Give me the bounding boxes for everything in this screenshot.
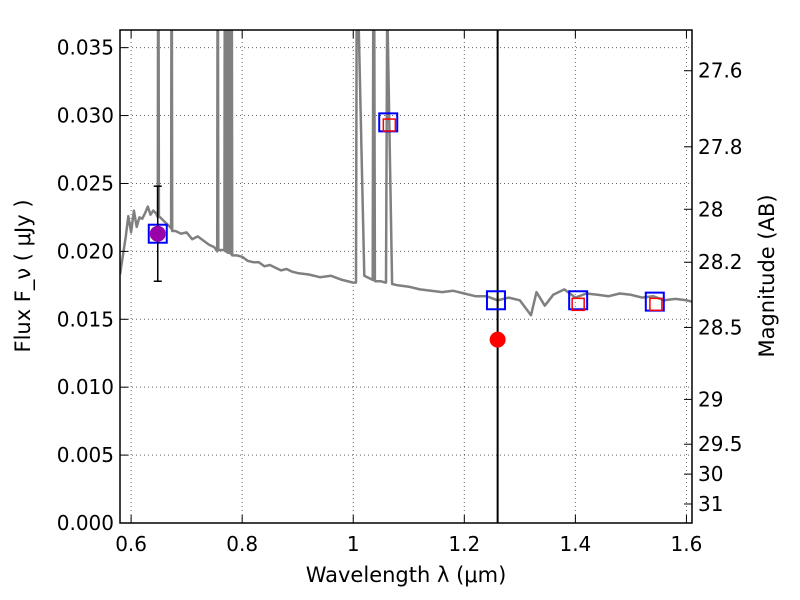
mag-tick-label: 31 (698, 492, 723, 516)
model-photometry-square-blue (485, 290, 506, 311)
x-axis-title: Wavelength λ (μm) (306, 563, 507, 587)
y-axis-title: Flux F_ν ( μJy ) (11, 199, 36, 352)
y-tick-label: 0.015 (57, 307, 114, 331)
right-axis-title: Magnitude (AB) (755, 194, 779, 357)
mag-tick-label: 29.5 (698, 432, 743, 456)
y-tick-label: 0.030 (57, 104, 114, 128)
mag-tick-label: 29 (698, 387, 723, 411)
x-tick-label: 1.6 (671, 532, 703, 556)
axis-ticks (120, 30, 692, 524)
plot-frame (119, 29, 693, 524)
model-spectrum-line (120, 30, 692, 317)
x-tick-label: 1.2 (448, 532, 480, 556)
y-tick-label: 0.000 (57, 511, 114, 535)
mag-tick-label: 30 (698, 462, 723, 486)
y-tick-label: 0.005 (57, 443, 114, 467)
mag-tick-label: 28 (698, 197, 723, 221)
plot-area (120, 30, 692, 523)
synthetic-photometry-square-red (382, 118, 397, 132)
y-tick-label: 0.035 (57, 36, 114, 60)
x-tick-label: 1.4 (559, 532, 591, 556)
synthetic-photometry-square-red (649, 297, 663, 312)
y-tick-label: 0.020 (57, 239, 114, 263)
mag-tick-label: 28.2 (698, 250, 743, 274)
x-tick-label: 0.8 (226, 532, 258, 556)
mag-tick-label: 27.8 (698, 135, 743, 159)
y-tick-label: 0.025 (57, 171, 114, 195)
observed-point (489, 331, 506, 348)
mag-tick-label: 27.6 (698, 59, 743, 83)
mag-tick-label: 28.5 (698, 315, 743, 339)
x-tick-label: 0.6 (115, 532, 147, 556)
axis-tick-labels: 0.6 0.8 1 1.2 1.4 1.6 0.000 0.005 0.010 0.015 0.02… (57, 36, 743, 556)
x-tick-label: 1 (347, 532, 360, 556)
model-photometry-square-blue (568, 290, 589, 311)
synthetic-photometry-square-red (571, 297, 585, 312)
observed-point (149, 225, 166, 242)
y-tick-label: 0.010 (57, 375, 114, 399)
